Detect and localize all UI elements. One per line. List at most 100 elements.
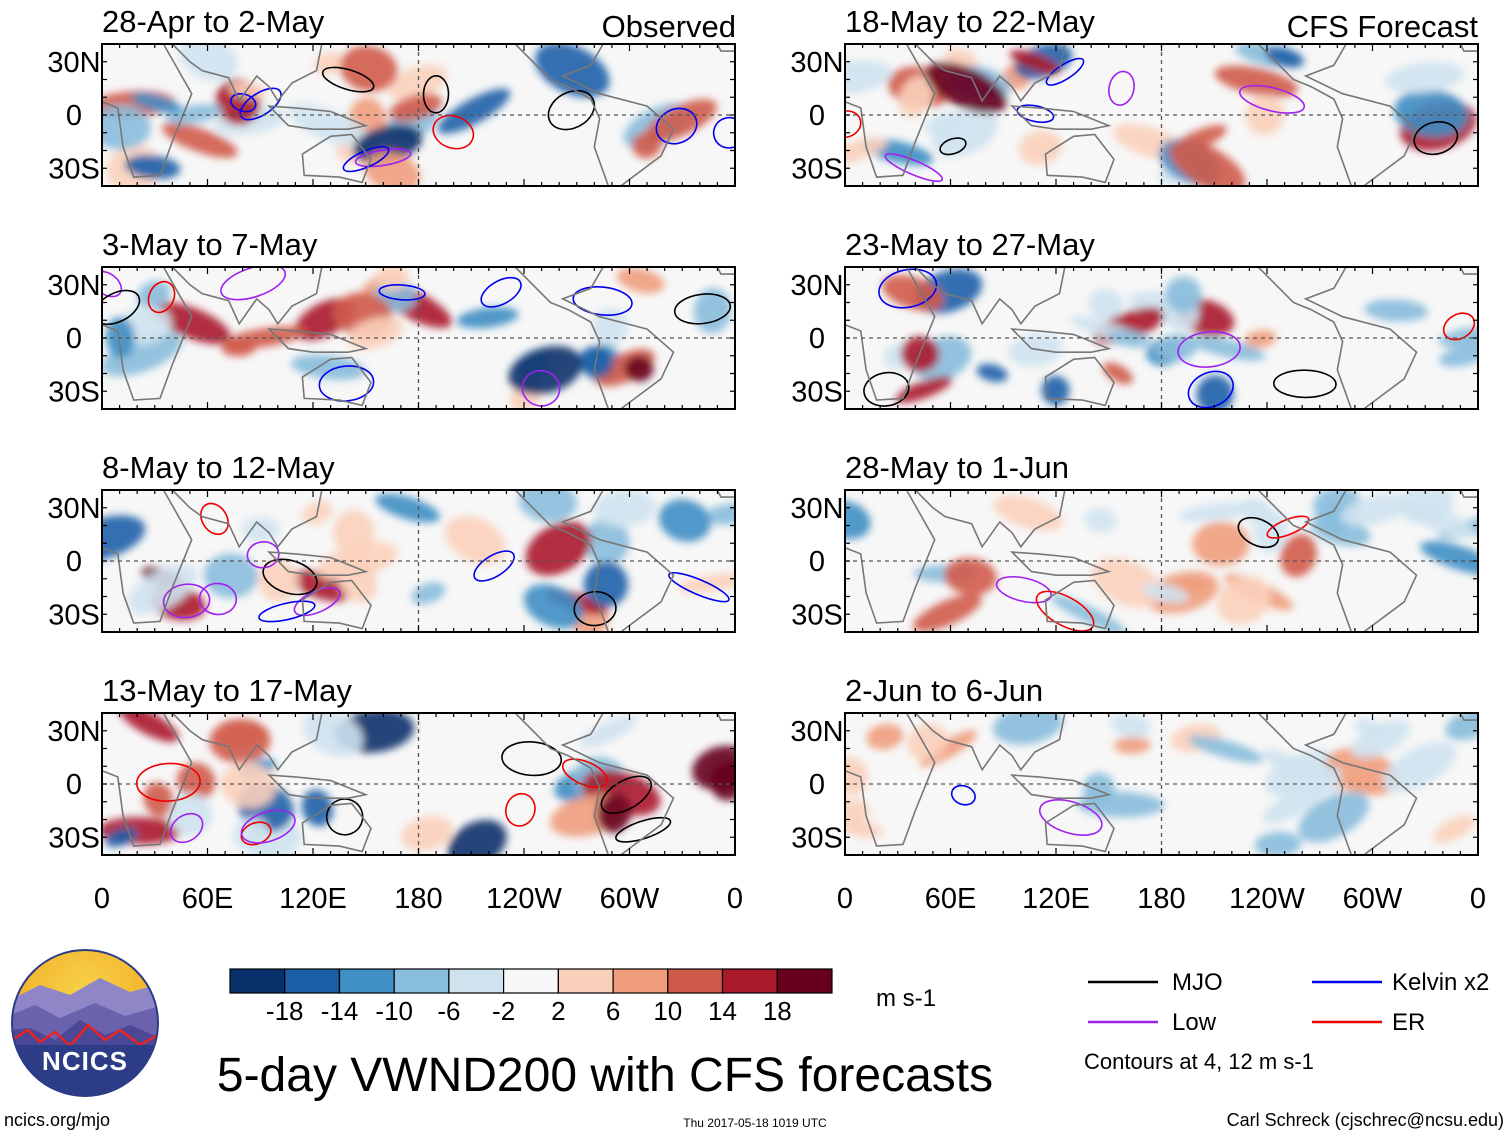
coastline-maritime (266, 774, 369, 799)
colorbar-units: m s-1 (876, 985, 936, 1012)
anomaly-cell (444, 516, 506, 564)
coastline-americas (1257, 713, 1418, 855)
coastline-europe (716, 44, 735, 52)
anomaly-shading (845, 713, 1478, 855)
coastline-africa (102, 713, 193, 847)
anomaly-cell (333, 509, 375, 557)
coastline-asia (914, 713, 1066, 772)
legend-label-er: ER (1392, 1009, 1425, 1036)
y-tick-label: 30N (790, 270, 843, 302)
wave-contour (501, 741, 563, 777)
anomaly-cell (143, 782, 174, 818)
x-tick-label: 120E (1022, 883, 1090, 915)
column-header-forecast: CFS Forecast (1287, 9, 1479, 44)
anomaly-cell (258, 560, 300, 602)
coastline-africa (102, 490, 193, 624)
anomaly-cell (102, 515, 146, 562)
y-tick-label: 0 (809, 769, 825, 801)
coastline-europe (716, 490, 735, 498)
colorbar: -18 -14 -10 -6 -2 2 6 10 14 18 (229, 968, 833, 1026)
wave-contour (1038, 799, 1103, 836)
coastline-europe (1459, 490, 1478, 498)
coastline-maritime (266, 328, 369, 353)
anomaly-cell (127, 564, 197, 615)
wave-contour (573, 590, 617, 627)
anomaly-cell (1382, 741, 1457, 793)
anomaly-cell (1169, 140, 1246, 186)
wave-contour (1187, 370, 1234, 409)
anomaly-cell (1190, 336, 1266, 361)
anomaly-cell (645, 99, 717, 142)
coastline-europe (716, 267, 735, 275)
anomaly-cell (518, 490, 578, 522)
anomaly-cell (1438, 326, 1478, 348)
wave-contour (1108, 70, 1135, 106)
y-tick-label: 30S (791, 599, 843, 631)
anomaly-cell (992, 713, 1063, 745)
coastline-africa (845, 267, 936, 401)
footer-timestamp: Thu 2017-05-18 1019 UTC (683, 1116, 827, 1130)
anomaly-cell (1165, 276, 1202, 313)
wave-contour (884, 153, 944, 183)
anomaly-cell (1420, 541, 1478, 576)
coastline-asia (171, 490, 323, 549)
panel-period-label: 18-May to 22-May (845, 4, 1095, 39)
anomaly-cell (1265, 46, 1305, 68)
anomaly-cell (1340, 493, 1410, 526)
wave-contour (547, 89, 596, 131)
colorbar-swatch (557, 968, 614, 994)
coastline-maritime (1009, 551, 1112, 576)
wave-contour (220, 267, 287, 301)
wave-contour (668, 571, 730, 603)
anomaly-cell (925, 62, 1007, 114)
anomaly-cell (1280, 534, 1317, 578)
wave-contour (1237, 516, 1280, 549)
coastline-maritime (1009, 774, 1112, 799)
y-tick-label: 30N (47, 493, 100, 525)
anomaly-cell (1262, 784, 1326, 824)
legend-label-kelvin: Kelvin x2 (1392, 969, 1489, 996)
anomaly-cell (1217, 576, 1271, 625)
y-tick-label: 30S (791, 822, 843, 854)
wave-contour (473, 550, 515, 582)
panel-period-label: 28-May to 1-Jun (845, 450, 1069, 485)
anomaly-cell (313, 52, 346, 75)
anomaly-cell (866, 723, 904, 750)
x-tick-label: 0 (837, 883, 853, 915)
anomaly-cell (1196, 375, 1234, 409)
anomaly-cell (1187, 735, 1264, 763)
panel-period-label: 3-May to 7-May (102, 227, 318, 262)
anomaly-cell (1326, 748, 1401, 795)
colorbar-swatch (721, 968, 778, 994)
wave-contour (1035, 590, 1095, 632)
y-tick-label: 0 (66, 546, 82, 578)
figure-title: 5-day VWND200 with CFS forecasts (217, 1049, 993, 1102)
anomaly-cell (508, 346, 583, 395)
coastline-australia (1044, 579, 1115, 630)
anomaly-cell (1364, 299, 1429, 322)
colorbar-swatch (338, 968, 395, 994)
anomaly-cell (1018, 130, 1063, 165)
anomaly-cell (1351, 719, 1411, 759)
coastline-americas (514, 267, 675, 409)
colorbar-tick-label: 6 (606, 996, 620, 1026)
colorbar-tick-label: 14 (708, 996, 737, 1026)
coastline-africa (845, 713, 936, 847)
anomaly-cell (593, 490, 657, 527)
column-header-observed: Observed (602, 9, 736, 44)
y-tick-label: 30S (791, 376, 843, 408)
y-tick-label: 30S (791, 153, 843, 185)
y-tick-label: 0 (809, 546, 825, 578)
colorbar-swatch (284, 968, 341, 994)
wave-contour (561, 758, 609, 789)
panel-period-label: 28-Apr to 2-May (102, 4, 325, 39)
anomaly-cell (161, 122, 238, 158)
wave-contour (102, 270, 123, 298)
colorbar-tick-label: 18 (763, 996, 792, 1026)
x-tick-label: 60W (600, 883, 660, 915)
anomaly-cell (375, 267, 409, 291)
wave-contour (200, 502, 229, 536)
anomaly-cell (291, 570, 351, 602)
